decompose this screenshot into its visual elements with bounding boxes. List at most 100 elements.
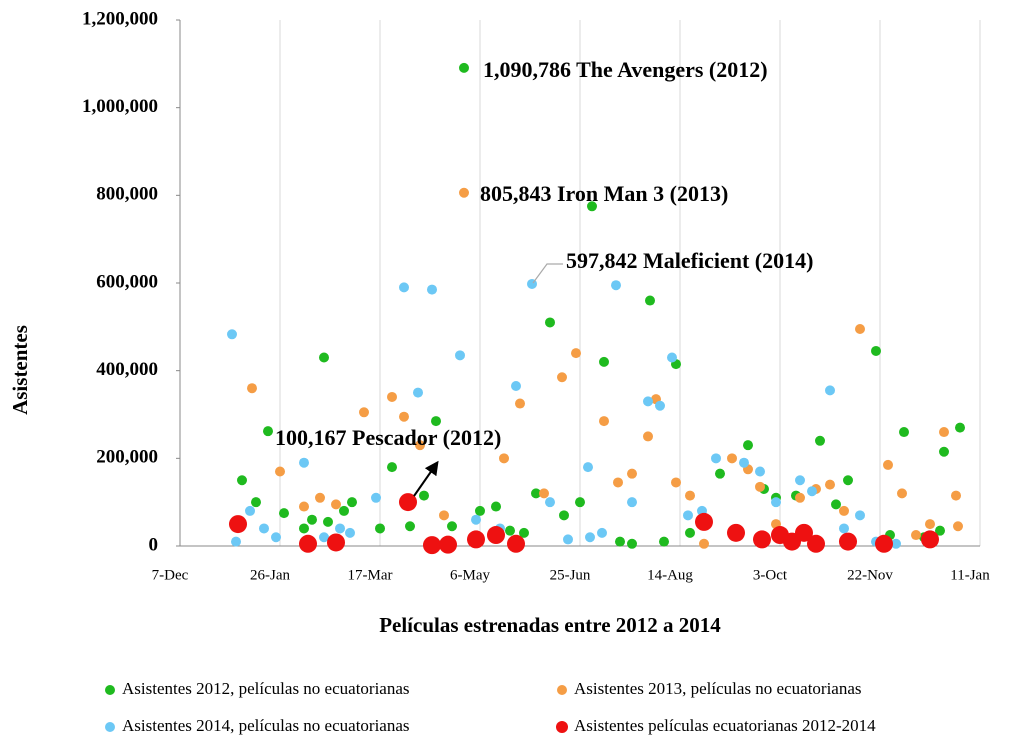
point xyxy=(557,372,567,383)
point xyxy=(563,534,573,545)
point xyxy=(925,519,935,530)
point xyxy=(939,446,949,457)
point xyxy=(399,411,409,422)
point xyxy=(807,534,825,553)
legend-label: Asistentes 2012, películas no ecuatorian… xyxy=(122,679,410,698)
y-tick-label: 0 xyxy=(149,534,159,555)
legend-marker xyxy=(557,685,567,695)
point xyxy=(237,475,247,486)
point xyxy=(545,317,555,328)
point xyxy=(499,453,509,464)
point xyxy=(667,352,677,363)
x-tick-label: 7-Dec xyxy=(152,567,189,583)
point xyxy=(599,356,609,367)
point xyxy=(427,284,437,295)
legend-marker xyxy=(105,722,115,732)
point xyxy=(459,187,469,198)
point xyxy=(399,282,409,293)
point xyxy=(843,475,853,486)
x-tick-label: 25-Jun xyxy=(550,567,591,583)
point xyxy=(611,280,621,291)
point xyxy=(715,468,725,479)
point xyxy=(231,536,241,547)
point xyxy=(507,534,525,553)
annotation: 1,090,786 The Avengers (2012) xyxy=(483,57,768,82)
point xyxy=(627,468,637,479)
point xyxy=(839,532,857,551)
point xyxy=(413,387,423,398)
point xyxy=(695,512,713,531)
y-tick-label: 800,000 xyxy=(96,184,158,205)
point xyxy=(939,427,949,438)
y-tick-label: 1,000,000 xyxy=(82,96,158,117)
y-tick-label: 1,200,000 xyxy=(82,8,158,29)
point xyxy=(299,501,309,512)
point xyxy=(405,521,415,532)
point xyxy=(825,385,835,396)
x-tick-label: 14-Aug xyxy=(647,567,693,583)
point xyxy=(259,523,269,534)
point xyxy=(627,497,637,508)
point xyxy=(951,490,961,501)
point xyxy=(699,538,709,549)
point xyxy=(825,479,835,490)
point xyxy=(519,527,529,538)
point xyxy=(227,329,237,340)
point xyxy=(399,493,417,512)
point xyxy=(487,526,505,545)
point xyxy=(431,416,441,427)
point xyxy=(855,324,865,335)
point xyxy=(459,62,469,73)
point xyxy=(815,435,825,446)
annotation: 805,843 Iron Man 3 (2013) xyxy=(480,181,728,206)
point xyxy=(755,466,765,477)
x-tick-label: 6-May xyxy=(450,567,490,583)
point xyxy=(335,523,345,534)
point xyxy=(575,497,585,508)
point xyxy=(271,532,281,543)
legend-label: Asistentes películas ecuatorianas 2012-2… xyxy=(574,716,876,735)
point xyxy=(455,350,465,361)
x-tick-label: 17-Mar xyxy=(348,567,393,583)
point xyxy=(347,497,357,508)
point xyxy=(371,492,381,503)
point xyxy=(807,486,817,497)
point xyxy=(899,427,909,438)
y-tick-label: 200,000 xyxy=(96,447,158,468)
point xyxy=(359,407,369,418)
point xyxy=(229,515,247,534)
point xyxy=(645,295,655,306)
point xyxy=(671,477,681,488)
y-tick-label: 600,000 xyxy=(96,271,158,292)
point xyxy=(955,422,965,433)
point xyxy=(727,453,737,464)
point xyxy=(505,525,515,536)
point xyxy=(251,497,261,508)
legend-label: Asistentes 2014, películas no ecuatorian… xyxy=(122,716,410,735)
point xyxy=(387,391,397,402)
point xyxy=(685,527,695,538)
point xyxy=(627,538,637,549)
point xyxy=(415,440,425,451)
point xyxy=(531,488,541,499)
point xyxy=(339,505,349,516)
point xyxy=(599,416,609,427)
point xyxy=(891,538,901,549)
point xyxy=(643,431,653,442)
point xyxy=(795,475,805,486)
point xyxy=(921,530,939,549)
point xyxy=(855,510,865,521)
legend-label: Asistentes 2013, películas no ecuatorian… xyxy=(574,679,862,698)
point xyxy=(419,490,429,501)
point xyxy=(315,492,325,503)
point xyxy=(743,440,753,451)
point xyxy=(883,459,893,470)
point xyxy=(439,510,449,521)
point xyxy=(727,523,745,542)
point xyxy=(307,514,317,525)
point xyxy=(299,457,309,468)
point xyxy=(585,532,595,543)
point xyxy=(539,488,549,499)
point xyxy=(613,477,623,488)
